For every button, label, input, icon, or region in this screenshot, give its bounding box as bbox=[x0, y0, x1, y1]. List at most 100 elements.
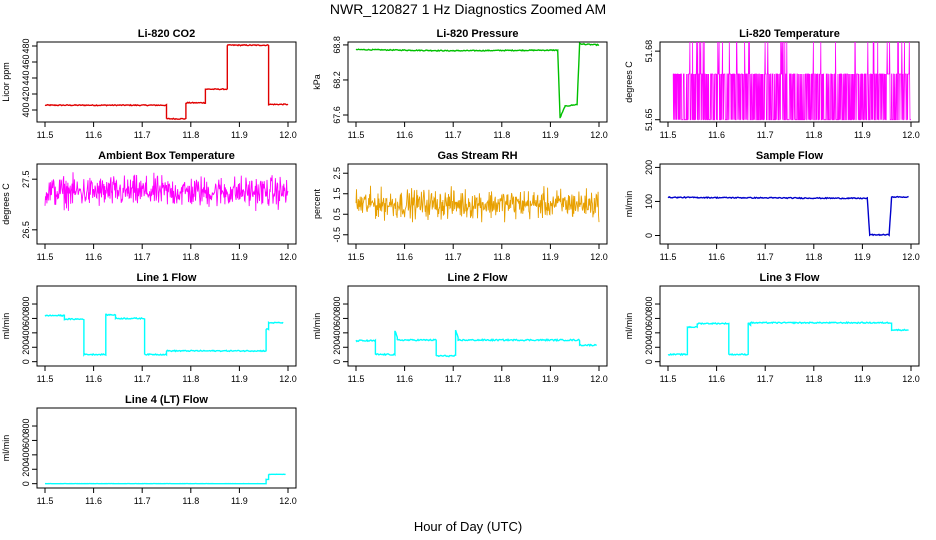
x-tick-label: 11.8 bbox=[182, 496, 199, 506]
series-line bbox=[44, 313, 284, 357]
x-tick-label: 11.9 bbox=[854, 130, 871, 140]
x-tick-label: 11.6 bbox=[396, 130, 413, 140]
y-tick-label: 0 bbox=[332, 359, 342, 364]
series-group bbox=[355, 329, 597, 358]
y-tick-label: 600 bbox=[21, 311, 31, 326]
y-tick-label: 200 bbox=[644, 160, 654, 175]
y-tick-label: 67.6 bbox=[332, 106, 342, 124]
y-tick-label: 100 bbox=[644, 194, 654, 209]
x-tick-label: 11.5 bbox=[348, 252, 365, 262]
plot-frame bbox=[347, 163, 608, 245]
y-tick-label: 27.5 bbox=[21, 170, 31, 188]
y-tick-label: 480 bbox=[21, 38, 31, 53]
plot-frame bbox=[659, 285, 920, 367]
figure-title: NWR_120827 1 Hz Diagnostics Zoomed AM bbox=[330, 1, 606, 17]
x-tick-label: 11.7 bbox=[445, 374, 462, 384]
y-axis-label: ml/min bbox=[1, 435, 11, 462]
y-tick-label: 460 bbox=[21, 54, 31, 69]
y-axis-label: Licor ppm bbox=[1, 62, 11, 102]
x-tick-label: 11.7 bbox=[134, 374, 151, 384]
x-tick-label: 12.0 bbox=[590, 252, 608, 262]
y-tick-label: 600 bbox=[644, 311, 654, 326]
x-tick-label: 11.8 bbox=[805, 252, 822, 262]
y-tick-label: 440 bbox=[21, 70, 31, 85]
y-tick-label: 68.8 bbox=[332, 36, 342, 54]
series-line bbox=[44, 473, 286, 485]
x-tick-label: 11.7 bbox=[445, 130, 462, 140]
panel-5: Gas Stream RH 11.5 11.6 11.7 11.8 11.9 12.0 -0.… bbox=[312, 150, 608, 262]
panel-3: Li-820 Temperature 11.5 11.6 11.7 11.8 11.9 12… bbox=[624, 28, 920, 140]
x-tick-label: 11.5 bbox=[660, 130, 677, 140]
plot-frame bbox=[36, 163, 297, 245]
panel-title: Li-820 Pressure bbox=[437, 28, 519, 40]
x-tick-label: 11.7 bbox=[134, 496, 151, 506]
series-line bbox=[672, 42, 911, 121]
x-tick-label: 12.0 bbox=[279, 496, 297, 506]
x-tick-label: 11.7 bbox=[445, 252, 462, 262]
x-tick-label: 11.6 bbox=[85, 252, 102, 262]
plot-frame bbox=[36, 285, 297, 367]
x-tick-label: 11.6 bbox=[85, 130, 102, 140]
y-tick-label: 800 bbox=[21, 297, 31, 312]
x-tick-label: 11.6 bbox=[708, 252, 725, 262]
y-tick-label: 200 bbox=[21, 462, 31, 477]
panel-title: Line 2 Flow bbox=[448, 272, 508, 284]
x-tick-label: 11.5 bbox=[348, 374, 365, 384]
x-tick-label: 11.8 bbox=[493, 130, 510, 140]
y-tick-label: 400 bbox=[21, 447, 31, 462]
y-tick-label: 200 bbox=[644, 340, 654, 355]
panel-title: Sample Flow bbox=[756, 150, 824, 162]
x-tick-label: 11.8 bbox=[182, 130, 199, 140]
panel-4: Ambient Box Temperature 11.5 11.6 11.7 11.8 1… bbox=[1, 150, 297, 262]
y-tick-label: 26.5 bbox=[21, 221, 31, 239]
x-tick-label: 11.8 bbox=[805, 130, 822, 140]
y-tick-label: 51.65 bbox=[644, 108, 654, 131]
y-tick-label: 600 bbox=[332, 311, 342, 326]
panel-2: Li-820 Pressure 11.5 11.6 11.7 11.8 11.9 12.0 6… bbox=[312, 28, 608, 140]
panel-9: Line 3 Flow 11.5 11.6 11.7 11.8 11.9 12.0 0 2004… bbox=[624, 272, 920, 384]
x-tick-label: 12.0 bbox=[902, 374, 920, 384]
x-tick-label: 11.8 bbox=[182, 252, 199, 262]
y-tick-label: 2.5 bbox=[332, 167, 342, 180]
panel-title: Line 3 Flow bbox=[760, 272, 820, 284]
y-tick-label: 400 bbox=[21, 102, 31, 117]
series-line bbox=[355, 185, 600, 223]
x-tick-label: 11.6 bbox=[708, 130, 725, 140]
series-line bbox=[355, 42, 600, 119]
series-line bbox=[44, 43, 289, 121]
x-tick-label: 11.6 bbox=[85, 374, 102, 384]
series-group bbox=[44, 473, 286, 485]
x-tick-label: 11.7 bbox=[134, 252, 151, 262]
y-tick-label: 420 bbox=[21, 86, 31, 101]
x-tick-label: 11.7 bbox=[757, 374, 774, 384]
y-axis-label: degrees C bbox=[624, 61, 634, 103]
y-tick-label: 400 bbox=[21, 325, 31, 340]
x-tick-label: 11.9 bbox=[854, 252, 871, 262]
x-tick-label: 11.9 bbox=[542, 374, 559, 384]
x-tick-label: 11.8 bbox=[805, 374, 822, 384]
series-group bbox=[355, 185, 600, 223]
x-tick-label: 11.7 bbox=[757, 130, 774, 140]
x-tick-label: 11.5 bbox=[660, 252, 677, 262]
series-group bbox=[667, 321, 909, 357]
y-tick-label: -0.5 bbox=[332, 227, 342, 243]
y-tick-label: 200 bbox=[21, 340, 31, 355]
panel-title: Ambient Box Temperature bbox=[98, 150, 235, 162]
y-axis-label: ml/min bbox=[312, 313, 322, 340]
x-tick-label: 11.9 bbox=[542, 130, 559, 140]
panel-1: Li-820 CO2 11.5 11.6 11.7 11.8 11.9 12.0 400420… bbox=[1, 28, 297, 140]
y-tick-label: 68.2 bbox=[332, 71, 342, 89]
x-tick-label: 11.5 bbox=[348, 130, 365, 140]
y-tick-label: 600 bbox=[21, 433, 31, 448]
x-tick-label: 12.0 bbox=[279, 374, 297, 384]
panel-7: Line 1 Flow 11.5 11.6 11.7 11.8 11.9 12.0 0 2004… bbox=[1, 272, 297, 384]
x-tick-label: 11.8 bbox=[182, 374, 199, 384]
panel-title: Gas Stream RH bbox=[437, 150, 517, 162]
y-tick-label: 800 bbox=[644, 297, 654, 312]
x-tick-label: 11.5 bbox=[37, 496, 54, 506]
panel-title: Line 1 Flow bbox=[137, 272, 197, 284]
x-tick-label: 11.7 bbox=[134, 130, 151, 140]
